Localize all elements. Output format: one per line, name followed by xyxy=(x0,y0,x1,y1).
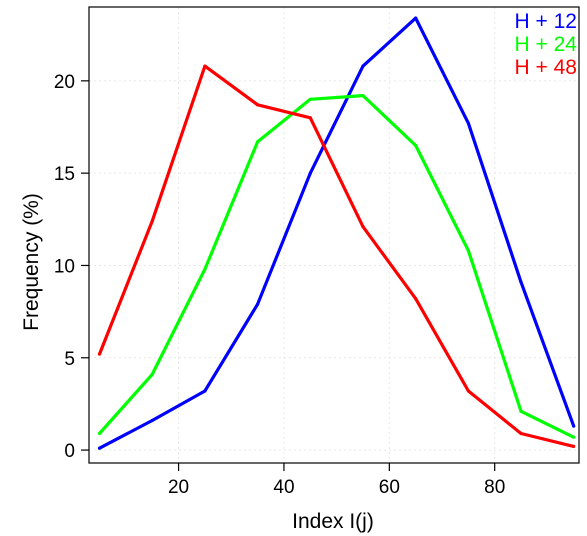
data-point xyxy=(203,64,207,68)
series-line-2 xyxy=(98,94,575,439)
y-tick-label: 20 xyxy=(54,72,75,93)
plot-frame xyxy=(88,6,580,464)
data-point xyxy=(308,97,312,101)
y-axis-label: Frequency (%) xyxy=(20,193,43,331)
data-point xyxy=(203,267,207,271)
data-point xyxy=(308,116,312,120)
series-line-3 xyxy=(98,64,575,448)
data-point xyxy=(150,372,154,376)
grid-lines xyxy=(89,7,579,463)
data-point xyxy=(414,297,418,301)
data-point xyxy=(256,140,260,144)
series-lines xyxy=(97,16,576,450)
y-tick-label: 0 xyxy=(64,441,75,462)
x-axis: 20 40 60 80 xyxy=(168,463,505,498)
data-point xyxy=(150,418,154,423)
legend-entry: H + 48 xyxy=(515,56,577,79)
data-point xyxy=(308,171,312,175)
x-tick-label: 20 xyxy=(168,477,189,498)
data-point xyxy=(466,121,470,125)
data-point xyxy=(572,424,576,428)
legend-entry: H + 12 xyxy=(515,10,577,33)
data-point xyxy=(572,444,576,448)
data-point xyxy=(414,143,418,148)
data-point xyxy=(519,431,523,436)
data-point xyxy=(97,446,102,450)
data-point xyxy=(466,389,470,393)
y-tick-label: 15 xyxy=(54,164,75,185)
data-point xyxy=(519,409,523,413)
x-tick-label: 60 xyxy=(379,477,400,498)
data-point xyxy=(519,280,523,284)
legend: H + 12H + 24H + 48 xyxy=(515,10,578,79)
y-tick-label: 5 xyxy=(64,349,75,370)
data-point xyxy=(572,435,576,439)
data-point xyxy=(256,103,260,107)
data-point xyxy=(203,389,207,393)
data-point xyxy=(97,352,102,356)
data-point xyxy=(466,249,470,253)
y-tick-label: 10 xyxy=(54,256,75,277)
legend-entry: H + 24 xyxy=(515,33,578,56)
series-line-1 xyxy=(98,16,576,450)
data-point xyxy=(256,302,260,306)
data-point xyxy=(361,94,365,98)
x-tick-label: 80 xyxy=(484,477,505,498)
data-point xyxy=(414,16,418,20)
x-axis-label: Index I(j) xyxy=(292,510,374,533)
x-tick-label: 40 xyxy=(273,477,294,498)
y-axis: 0 5 10 15 20 xyxy=(54,72,89,462)
data-point xyxy=(361,64,365,68)
data-point xyxy=(97,431,102,436)
data-point xyxy=(361,225,365,229)
data-point xyxy=(150,219,154,223)
